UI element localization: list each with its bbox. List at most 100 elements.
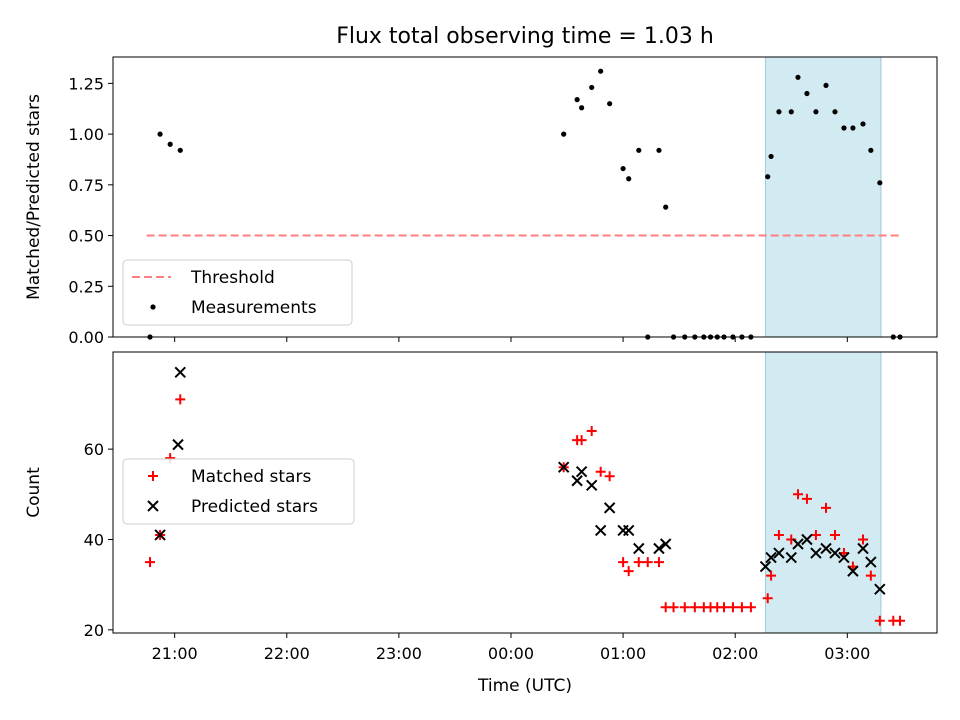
y-tick-label: 0.25: [68, 277, 104, 296]
data-point: [668, 602, 679, 613]
data-point: [727, 602, 738, 613]
data-point: [626, 176, 632, 182]
shaded-region: [765, 57, 881, 337]
data-point: [604, 471, 615, 482]
data-point: [865, 556, 877, 568]
data-point: [865, 570, 876, 581]
data-point: [841, 125, 847, 131]
data-point: [776, 109, 782, 115]
data-point: [598, 68, 604, 74]
data-point: [607, 101, 613, 107]
x-tick-label: 00:00: [488, 644, 534, 663]
data-point: [823, 82, 829, 89]
count-panel: 20 40 60 21:00 22:00 23:00 00:00 01:00 02:00 03:0…: [24, 351, 938, 696]
data-point: [172, 438, 184, 451]
y-axis-label: Matched/Predicted stars: [24, 94, 44, 300]
data-point: [821, 502, 832, 513]
data-point: [653, 557, 664, 568]
data-point: [594, 524, 607, 537]
data-point: [585, 479, 598, 491]
data-point: [792, 538, 804, 550]
plot-frame: [112, 56, 938, 338]
legend-box: [122, 458, 355, 525]
legend-label: Predicted stars: [191, 497, 318, 517]
data-point: [788, 109, 794, 115]
data-point: [858, 534, 869, 545]
data-point: [157, 131, 163, 137]
data-point: [736, 602, 747, 613]
y-axis-label: Count: [24, 467, 44, 518]
data-point: [765, 174, 771, 180]
data-point: [804, 90, 810, 97]
data-point: [762, 593, 773, 604]
x-tick-label: 03:00: [824, 644, 870, 663]
data-point: [618, 557, 629, 568]
data-point: [659, 538, 672, 550]
y-tick-label: 1.25: [68, 74, 104, 93]
data-point: [633, 557, 644, 568]
data-point: [177, 147, 183, 153]
y-tick-label: 0.00: [68, 328, 104, 347]
legend-label: Matched stars: [191, 467, 311, 487]
data-point: [623, 566, 634, 577]
y-tick-label: 60: [84, 440, 104, 459]
y-tick-label: 40: [84, 530, 104, 549]
data-point: [877, 180, 883, 186]
data-point: [622, 524, 635, 537]
data-point: [874, 615, 885, 626]
chart-title: Flux total observing time = 1.03 h: [336, 24, 714, 49]
data-point: [801, 493, 812, 504]
data-point: [847, 565, 859, 577]
legend-label: Measurements: [191, 298, 317, 318]
data-point: [636, 147, 642, 153]
x-tick-label: 01:00: [600, 644, 646, 663]
legend-swatch-plus: [148, 471, 158, 481]
legend-swatch-dot: [150, 304, 156, 310]
plot-frame: [112, 351, 938, 634]
data-point: [801, 533, 813, 546]
data-point: [768, 153, 774, 160]
legend-swatch-x: [147, 500, 159, 512]
data-point: [792, 489, 803, 500]
data-point: [766, 570, 777, 581]
data-point: [144, 557, 155, 568]
y-tick-label: 0.75: [68, 176, 104, 195]
legend: Threshold Measurements: [122, 259, 353, 326]
data-point: [868, 147, 874, 153]
data-point: [874, 583, 886, 595]
data-point: [813, 109, 819, 115]
data-point: [589, 84, 595, 91]
data-point: [579, 105, 585, 111]
data-point: [642, 557, 653, 568]
x-axis-label: Time (UTC): [477, 676, 572, 696]
x-tick-label: 02:00: [712, 644, 758, 663]
data-point: [795, 74, 801, 80]
data-point: [603, 502, 616, 514]
data-point: [810, 529, 821, 540]
data-point: [175, 394, 186, 405]
legend: Matched stars Predicted stars: [122, 458, 355, 525]
x-tick-label: 21:00: [152, 644, 198, 663]
y-tick-label: 0.50: [68, 227, 104, 246]
y-tick-label: 1.00: [68, 125, 104, 144]
data-point: [154, 529, 166, 541]
data-point: [595, 466, 606, 477]
data-point: [773, 529, 784, 540]
data-point: [860, 121, 866, 127]
data-point: [586, 426, 597, 437]
data-point: [656, 147, 662, 153]
data-point: [857, 542, 869, 555]
ratio-panel: 0.00 0.25 0.50 0.75 1.00 1.25 Matched/Predicte…: [24, 56, 938, 347]
data-point: [820, 542, 832, 555]
y-tick-label: 20: [84, 621, 104, 640]
x-tick-label: 23:00: [376, 644, 422, 663]
data-point: [689, 602, 700, 613]
legend-box: [122, 259, 353, 326]
data-point: [773, 547, 785, 559]
data-point: [679, 602, 690, 613]
data-point: [785, 551, 797, 564]
data-point: [167, 141, 173, 147]
data-point: [571, 475, 583, 487]
data-point: [850, 125, 856, 131]
